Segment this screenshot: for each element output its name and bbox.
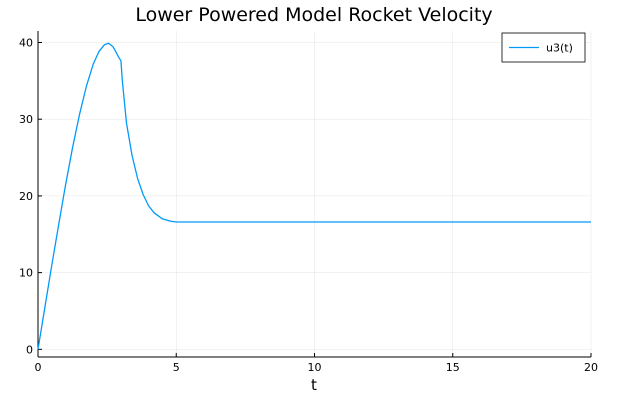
- axes: [37, 31, 592, 358]
- legend-label: u3(t): [546, 42, 573, 55]
- y-tick-label: 40: [19, 37, 33, 50]
- series-lines: [37, 42, 591, 350]
- series-line: [37, 42, 591, 350]
- y-tick-label: 20: [19, 190, 33, 203]
- y-tick-label: 30: [19, 113, 33, 126]
- x-tick-label: 20: [584, 361, 598, 374]
- x-tick-label: 5: [173, 361, 180, 374]
- x-tick-label: 0: [35, 361, 42, 374]
- y-tick-label: 0: [26, 343, 33, 356]
- tick-labels: 0 5 10 15 20 0 10 20 30 40: [19, 37, 598, 374]
- x-tick-label: 15: [446, 361, 460, 374]
- x-tick-label: 10: [308, 361, 322, 374]
- grid-lines: [37, 31, 592, 357]
- chart-title: Lower Powered Model Rocket Velocity: [135, 4, 492, 26]
- legend: u3(t): [501, 32, 586, 63]
- y-tick-label: 10: [19, 267, 33, 280]
- x-axis-label: t: [311, 376, 317, 394]
